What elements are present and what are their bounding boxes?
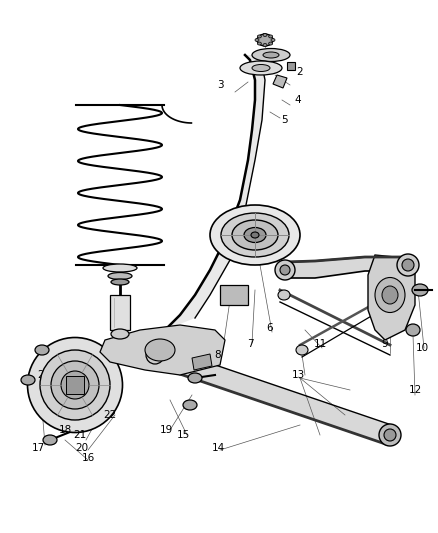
Ellipse shape bbox=[252, 64, 270, 71]
Polygon shape bbox=[220, 285, 248, 305]
Ellipse shape bbox=[280, 265, 290, 275]
Text: 23: 23 bbox=[37, 370, 51, 380]
Ellipse shape bbox=[258, 35, 261, 38]
Polygon shape bbox=[152, 345, 393, 445]
Text: 18: 18 bbox=[58, 425, 72, 435]
Text: 6: 6 bbox=[267, 323, 273, 333]
Ellipse shape bbox=[43, 435, 57, 445]
Polygon shape bbox=[368, 255, 415, 340]
Ellipse shape bbox=[263, 44, 267, 46]
Ellipse shape bbox=[268, 42, 273, 45]
Polygon shape bbox=[285, 257, 408, 278]
Text: 4: 4 bbox=[295, 95, 301, 105]
Text: 19: 19 bbox=[159, 425, 173, 435]
Ellipse shape bbox=[257, 34, 273, 46]
Ellipse shape bbox=[188, 373, 202, 383]
Ellipse shape bbox=[275, 260, 295, 280]
Polygon shape bbox=[100, 325, 225, 375]
Text: 13: 13 bbox=[291, 370, 304, 380]
Text: 21: 21 bbox=[74, 430, 87, 440]
Text: 2: 2 bbox=[297, 67, 303, 77]
Text: 15: 15 bbox=[177, 430, 190, 440]
Ellipse shape bbox=[51, 361, 99, 409]
Text: 1: 1 bbox=[261, 33, 268, 43]
Text: 10: 10 bbox=[415, 343, 428, 353]
Polygon shape bbox=[192, 354, 212, 370]
Ellipse shape bbox=[68, 378, 82, 392]
Text: 7: 7 bbox=[247, 339, 253, 349]
Ellipse shape bbox=[271, 38, 275, 42]
FancyBboxPatch shape bbox=[66, 376, 84, 394]
Polygon shape bbox=[110, 295, 130, 330]
Polygon shape bbox=[165, 55, 265, 330]
Text: 8: 8 bbox=[215, 350, 221, 360]
Ellipse shape bbox=[146, 346, 164, 364]
Ellipse shape bbox=[384, 429, 396, 441]
Ellipse shape bbox=[35, 345, 49, 355]
Ellipse shape bbox=[296, 345, 308, 355]
Ellipse shape bbox=[183, 400, 197, 410]
Ellipse shape bbox=[263, 52, 279, 58]
Text: 3: 3 bbox=[217, 80, 223, 90]
Ellipse shape bbox=[268, 35, 273, 38]
Ellipse shape bbox=[40, 350, 110, 420]
Ellipse shape bbox=[61, 371, 89, 399]
Ellipse shape bbox=[103, 264, 137, 272]
Ellipse shape bbox=[397, 254, 419, 276]
Ellipse shape bbox=[382, 286, 398, 304]
Ellipse shape bbox=[111, 279, 129, 285]
Text: 17: 17 bbox=[32, 443, 45, 453]
Ellipse shape bbox=[28, 337, 123, 432]
Ellipse shape bbox=[251, 232, 259, 238]
Ellipse shape bbox=[232, 220, 278, 250]
Ellipse shape bbox=[111, 329, 129, 339]
Ellipse shape bbox=[412, 284, 428, 296]
Text: 12: 12 bbox=[408, 385, 422, 395]
Ellipse shape bbox=[406, 324, 420, 336]
Ellipse shape bbox=[21, 375, 35, 385]
Text: 14: 14 bbox=[212, 443, 225, 453]
Text: 16: 16 bbox=[81, 453, 95, 463]
Ellipse shape bbox=[402, 259, 414, 271]
Ellipse shape bbox=[108, 272, 132, 279]
Polygon shape bbox=[287, 62, 295, 70]
Ellipse shape bbox=[375, 278, 405, 312]
Ellipse shape bbox=[258, 42, 261, 45]
Ellipse shape bbox=[210, 205, 300, 265]
Text: 5: 5 bbox=[282, 115, 288, 125]
Polygon shape bbox=[273, 75, 287, 88]
Ellipse shape bbox=[278, 290, 290, 300]
Text: 20: 20 bbox=[75, 443, 88, 453]
Ellipse shape bbox=[244, 228, 266, 243]
Ellipse shape bbox=[240, 61, 282, 75]
Ellipse shape bbox=[263, 34, 267, 36]
Text: 9: 9 bbox=[381, 339, 389, 349]
Ellipse shape bbox=[145, 339, 175, 361]
Ellipse shape bbox=[252, 49, 290, 61]
Text: 22: 22 bbox=[103, 410, 117, 420]
Ellipse shape bbox=[255, 38, 259, 42]
Ellipse shape bbox=[379, 424, 401, 446]
Ellipse shape bbox=[221, 213, 289, 257]
Text: 11: 11 bbox=[313, 339, 327, 349]
